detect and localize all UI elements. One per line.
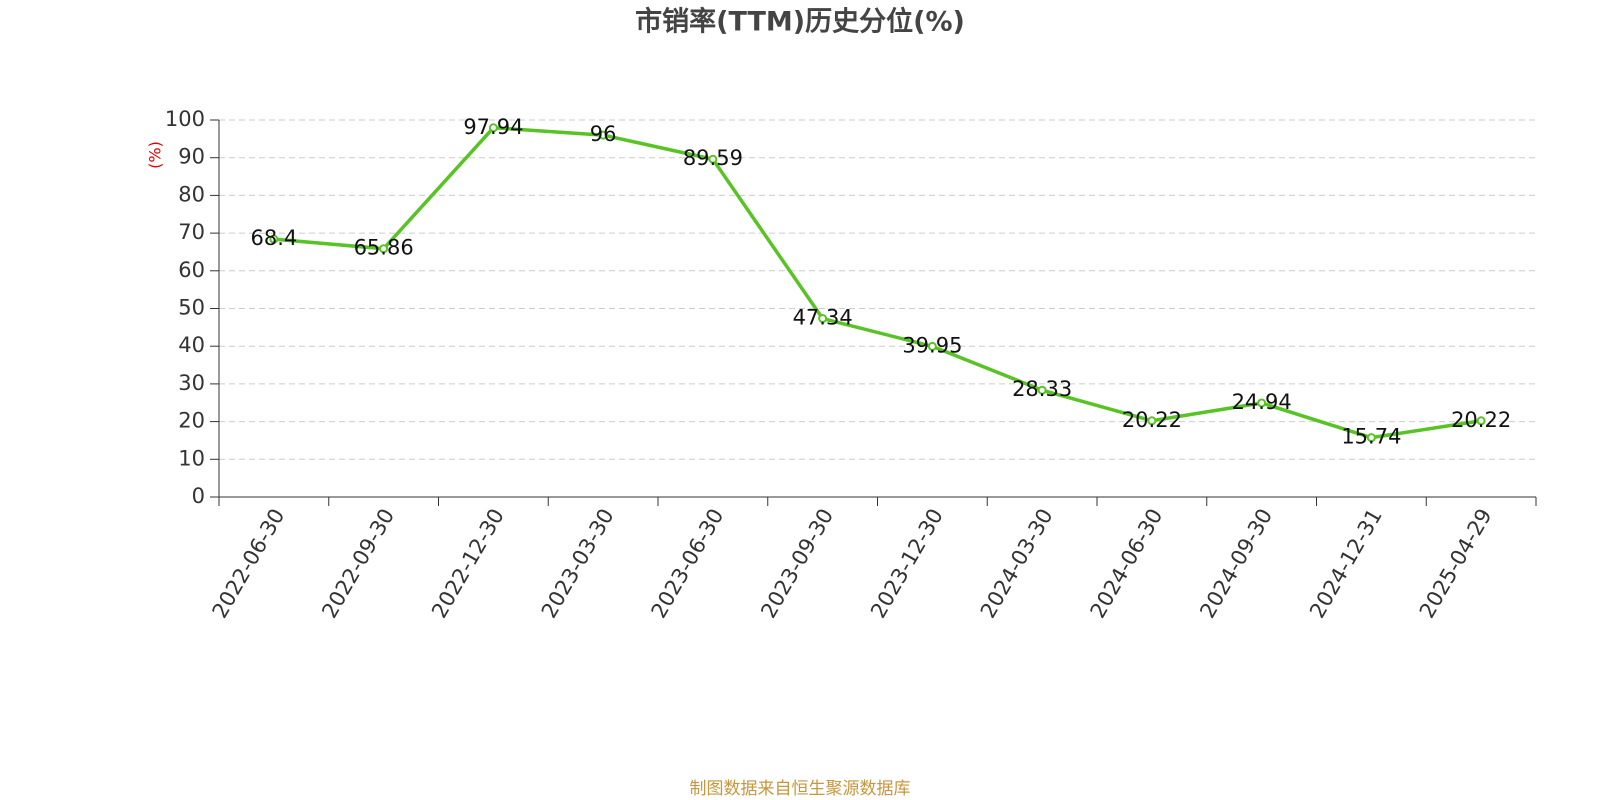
x-tick-label: 2023-06-30 xyxy=(647,505,729,623)
data-label: 47.34 xyxy=(793,306,853,330)
y-tick-label: 40 xyxy=(178,333,205,357)
point xyxy=(1476,416,1486,426)
point xyxy=(708,154,718,164)
x-tick-label: 2024-06-30 xyxy=(1086,505,1168,623)
point xyxy=(1037,385,1047,395)
data-label: 20.22 xyxy=(1122,408,1182,432)
data-label: 20.22 xyxy=(1451,408,1511,432)
point xyxy=(1147,416,1157,426)
y-tick-label: 100 xyxy=(165,107,205,131)
x-tick-label: 2023-12-30 xyxy=(866,505,948,623)
data-label: 28.33 xyxy=(1012,377,1072,401)
x-tick-label: 2022-09-30 xyxy=(317,505,399,623)
data-label: 68.4 xyxy=(250,226,297,250)
point xyxy=(1257,398,1267,408)
series-line xyxy=(273,126,1482,440)
x-tick-label: 2023-03-30 xyxy=(537,505,619,623)
data-label: 89.59 xyxy=(683,146,743,170)
x-tick-label: 2025-04-29 xyxy=(1415,505,1497,623)
y-tick-label: 50 xyxy=(178,296,205,320)
data-label: 96 xyxy=(590,122,617,146)
y-tick-label: 90 xyxy=(178,145,205,169)
x-tick-label: 2024-09-30 xyxy=(1195,505,1277,623)
y-tick-label: 70 xyxy=(178,220,205,244)
y-axis-label: (%) xyxy=(146,141,165,169)
y-tick-label: 80 xyxy=(178,182,205,206)
point xyxy=(379,244,389,254)
y-tick-label: 20 xyxy=(178,409,205,433)
x-tick-label: 2023-09-30 xyxy=(756,505,838,623)
x-tick-label: 2024-03-30 xyxy=(976,505,1058,623)
y-tick-label: 10 xyxy=(178,446,205,470)
point xyxy=(269,234,279,244)
data-label: 97.94 xyxy=(463,115,523,139)
y-tick-label: 0 xyxy=(192,484,205,508)
x-tick-label: 2024-12-31 xyxy=(1305,505,1387,623)
point xyxy=(598,130,608,140)
data-label: 39.95 xyxy=(902,333,962,357)
data-label: 24.94 xyxy=(1232,390,1292,414)
x-tick-label: 2022-06-30 xyxy=(208,505,290,623)
y-tick-label: 60 xyxy=(178,258,205,282)
point xyxy=(818,314,828,324)
data-label: 65.86 xyxy=(354,236,414,260)
point xyxy=(927,341,937,351)
x-tick-label: 2022-12-30 xyxy=(427,505,509,623)
point xyxy=(488,123,498,133)
y-tick-label: 30 xyxy=(178,371,205,395)
chart-title: 市销率(TTM)历史分位(%) xyxy=(635,6,965,38)
point xyxy=(1366,433,1376,443)
source-note: 制图数据来自恒生聚源数据库 xyxy=(690,779,911,799)
data-label: 15.74 xyxy=(1341,425,1401,449)
